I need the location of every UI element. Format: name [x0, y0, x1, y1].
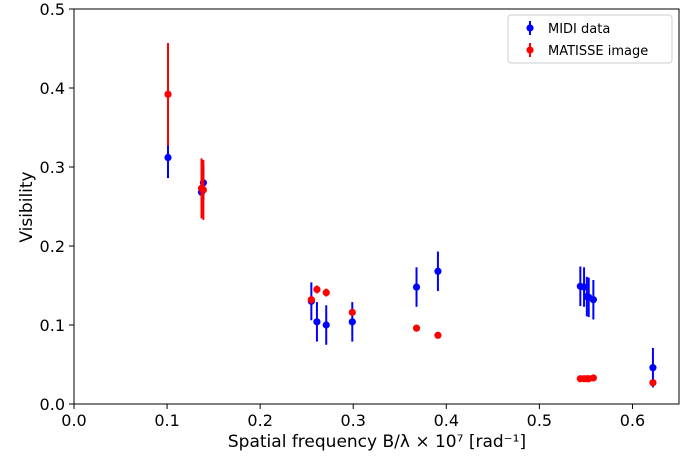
- data-point: [589, 374, 597, 382]
- x-tick-label: 0.5: [527, 411, 552, 430]
- legend-marker: [526, 24, 534, 32]
- data-point: [649, 379, 657, 387]
- data-point: [589, 296, 597, 304]
- data-point: [649, 364, 657, 372]
- x-axis-ticks: 0.0 0.1 0.2 0.3 0.4 0.5 0.6: [61, 404, 645, 430]
- data-point: [322, 321, 330, 329]
- data-point: [434, 331, 442, 339]
- legend-marker: [526, 46, 534, 54]
- y-tick-label: 0.2: [40, 237, 65, 256]
- data-point: [313, 285, 321, 294]
- y-axis-label: Visibility: [17, 171, 37, 242]
- data-point: [307, 296, 315, 304]
- data-point: [412, 283, 421, 291]
- y-tick-label: 0.3: [40, 158, 65, 177]
- x-tick-label: 0.0: [61, 411, 86, 430]
- data-point: [412, 324, 421, 332]
- series-midi-data: [164, 136, 657, 388]
- data-point: [164, 90, 172, 98]
- data-point: [348, 308, 356, 316]
- x-tick-label: 0.6: [620, 411, 645, 430]
- data-point: [164, 153, 172, 162]
- axes-frame: [73, 8, 680, 405]
- x-axis-label: Spatial frequency B/λ × 10⁷ [rad⁻¹]: [228, 432, 526, 452]
- legend: MIDI data MATISSE image: [507, 14, 673, 64]
- y-tick-label: 0.0: [40, 395, 65, 414]
- series-matisse-image: [164, 42, 657, 387]
- data-point: [313, 318, 321, 326]
- data-point: [348, 318, 356, 326]
- y-tick-label: 0.5: [40, 0, 65, 19]
- data-point: [322, 289, 330, 297]
- y-axis-ticks: 0.0 0.1 0.2 0.3 0.4 0.5: [40, 0, 74, 414]
- series-layer: [164, 42, 657, 388]
- legend-label: MATISSE image: [548, 44, 648, 59]
- y-tick-label: 0.4: [40, 79, 65, 98]
- plot-area: [73, 8, 680, 405]
- x-tick-label: 0.4: [434, 411, 459, 430]
- data-point: [434, 267, 442, 275]
- x-tick-label: 0.1: [154, 411, 179, 430]
- x-tick-label: 0.2: [247, 411, 272, 430]
- legend-box: [507, 14, 673, 64]
- legend-label: MIDI data: [548, 22, 610, 37]
- x-tick-label: 0.3: [341, 411, 366, 430]
- y-tick-label: 0.1: [40, 316, 65, 335]
- data-point: [199, 186, 207, 194]
